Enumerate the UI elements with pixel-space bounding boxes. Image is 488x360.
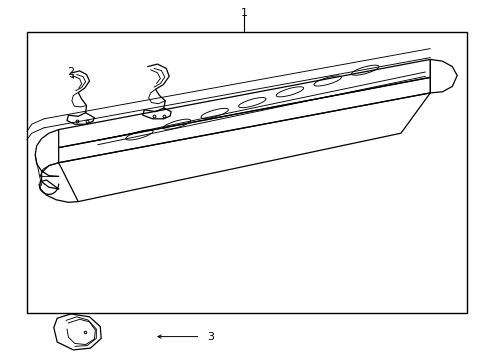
Bar (27, 32, 466, 313)
Text: 1: 1 (241, 8, 247, 18)
Text: 3: 3 (206, 332, 213, 342)
Text: 2: 2 (67, 67, 74, 77)
